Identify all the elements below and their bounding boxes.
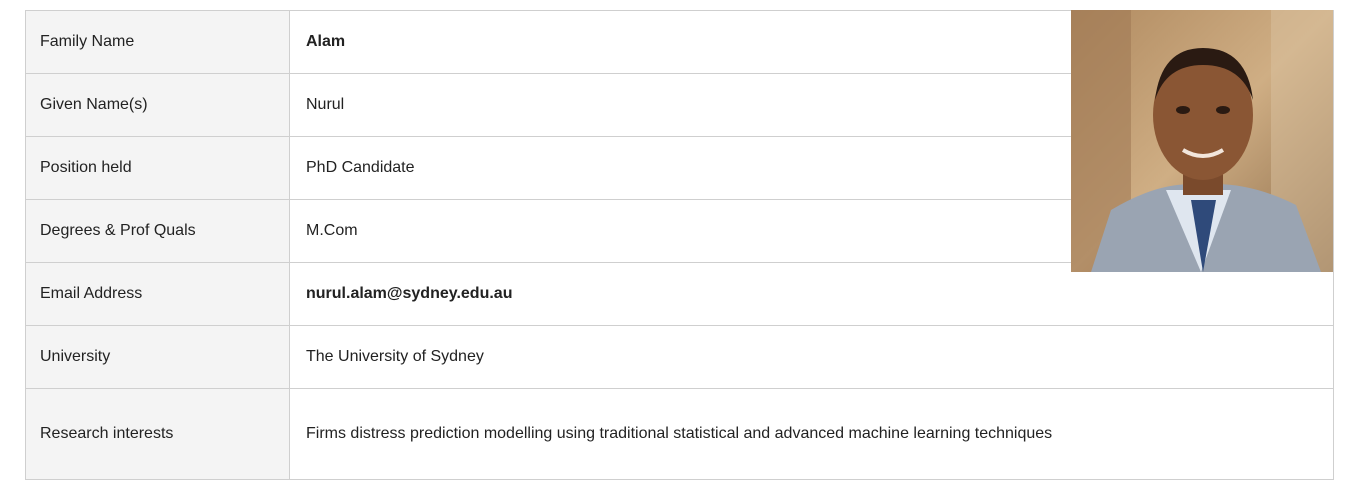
row-label: Given Name(s) xyxy=(26,74,290,136)
row-label: Email Address xyxy=(26,263,290,325)
row-label: Research interests xyxy=(26,389,290,479)
row-label: Family Name xyxy=(26,11,290,73)
row-label: University xyxy=(26,326,290,388)
profile-photo xyxy=(1071,10,1333,272)
row-value: The University of Sydney xyxy=(290,326,1334,388)
row-value: nurul.alam@sydney.edu.au xyxy=(290,263,1334,325)
row-value: Firms distress prediction modelling usin… xyxy=(290,389,1334,479)
row-label: Position held xyxy=(26,137,290,199)
row-label: Degrees & Prof Quals xyxy=(26,200,290,262)
